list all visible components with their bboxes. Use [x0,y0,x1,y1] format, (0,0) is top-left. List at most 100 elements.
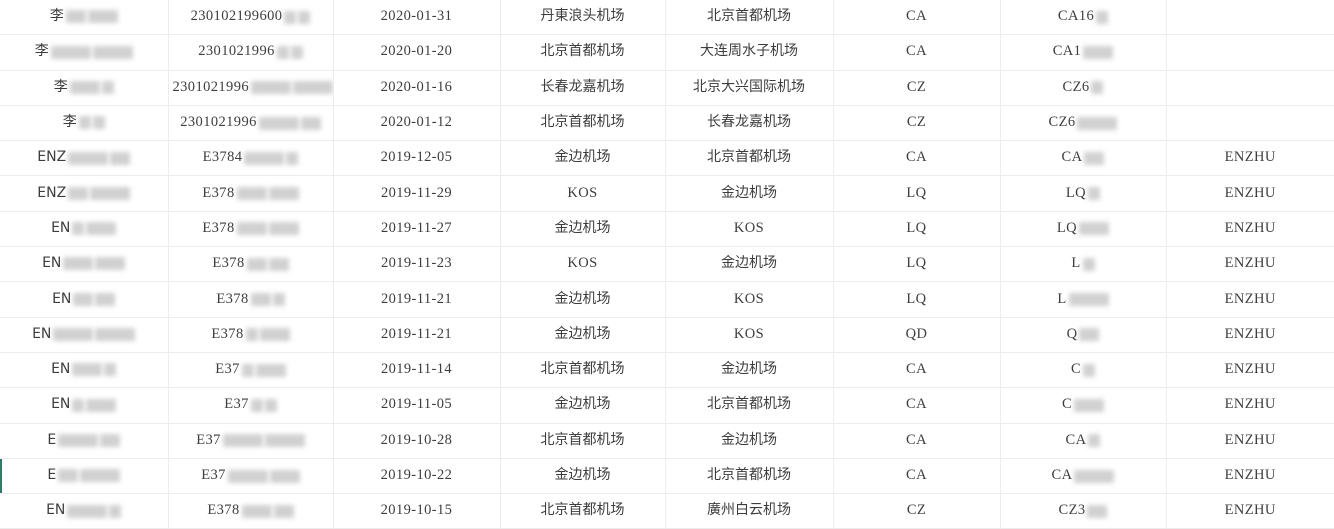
table-row[interactable]: E E37 2019-10-28 北京首都机场 金边机场 CA CA ENZHU [0,423,1334,459]
cell-to[interactable]: 北京大兴国际机场 [665,70,834,106]
table-row[interactable]: 李 230102199600 2020-01-31 丹東浪头机场 北京首都机场 CA CA1… [0,0,1334,36]
cell-name[interactable]: ENZ [0,140,169,177]
cell-source[interactable] [1166,105,1334,142]
cell-to[interactable]: 大连周水子机场 [665,34,834,71]
cell-from[interactable]: 北京首都机场 [500,423,666,459]
table-row[interactable]: 李 2301021996 2020-01-12 北京首都机场 长春龙嘉机场 CZ CZ6 [0,105,1334,142]
cell-from[interactable]: 金边机场 [500,458,666,495]
cell-id[interactable]: E37 [168,387,334,424]
table-row[interactable]: EN E378 2019-11-21 金边机场 KOS QD Q ENZHU [0,317,1334,353]
cell-source[interactable]: ENZHU [1166,317,1334,353]
cell-flight[interactable]: CZ3 [1000,493,1167,529]
cell-flight[interactable]: CA [1000,423,1167,459]
cell-date[interactable]: 2020-01-12 [333,105,501,142]
cell-flight[interactable]: L [1000,246,1167,283]
cell-airline[interactable]: CA [833,423,1001,459]
cell-to[interactable]: 金边机场 [665,352,834,389]
table-row[interactable]: 李 2301021996 2020-01-16 长春龙嘉机场 北京大兴国际机场 CZ CZ6 [0,70,1334,106]
cell-id[interactable]: E378 [168,246,334,283]
cell-date[interactable]: 2019-11-27 [333,211,501,248]
cell-id[interactable]: E378 [168,211,334,248]
cell-airline[interactable]: CA [833,34,1001,71]
cell-date[interactable]: 2020-01-16 [333,70,501,106]
cell-to[interactable]: KOS [665,317,834,353]
cell-airline[interactable]: CZ [833,493,1001,529]
cell-to[interactable]: 廣州白云机场 [665,493,834,529]
cell-date[interactable]: 2019-11-21 [333,317,501,353]
cell-date[interactable]: 2019-10-15 [333,493,501,529]
table-row[interactable]: EN E378 2019-11-21 金边机场 KOS LQ L ENZHU [0,281,1334,318]
cell-source[interactable]: ENZHU [1166,458,1334,495]
cell-from[interactable]: 长春龙嘉机场 [500,70,666,106]
cell-from[interactable]: 金边机场 [500,387,666,424]
cell-name[interactable]: E [0,458,169,495]
table-row[interactable]: ENZ E378 2019-11-29 KOS 金边机场 LQ LQ ENZHU [0,175,1334,212]
cell-airline[interactable]: LQ [833,211,1001,248]
cell-airline[interactable]: CA [833,140,1001,177]
cell-airline[interactable]: QD [833,317,1001,353]
cell-from[interactable]: 北京首都机场 [500,34,666,71]
cell-id[interactable]: 2301021996 [168,34,334,71]
cell-source[interactable]: ENZHU [1166,352,1334,389]
cell-to[interactable]: 北京首都机场 [665,387,834,424]
cell-id[interactable]: E37 [168,423,334,459]
cell-to[interactable]: 北京首都机场 [665,0,834,36]
cell-flight[interactable]: L [1000,281,1167,318]
table-row[interactable]: EN E378 2019-10-15 北京首都机场 廣州白云机场 CZ CZ3 ENZHU [0,493,1334,529]
cell-name[interactable]: 李 [0,0,169,36]
table-row[interactable]: EN E378 2019-11-23 KOS 金边机场 LQ L ENZHU [0,246,1334,283]
cell-source[interactable] [1166,34,1334,71]
cell-from[interactable]: KOS [500,246,666,283]
cell-airline[interactable]: LQ [833,281,1001,318]
cell-date[interactable]: 2019-11-05 [333,387,501,424]
cell-to[interactable]: 金边机场 [665,175,834,212]
cell-flight[interactable]: CA [1000,140,1167,177]
cell-date[interactable]: 2020-01-31 [333,0,501,36]
cell-id[interactable]: E37 [168,458,334,495]
cell-name[interactable]: 李 [0,105,169,142]
table-row[interactable]: EN E378 2019-11-27 金边机场 KOS LQ LQ ENZHU [0,211,1334,248]
table-row[interactable]: EN E37 2019-11-05 金边机场 北京首都机场 CA C ENZHU [0,387,1334,424]
cell-flight[interactable]: CA1 [1000,34,1167,71]
cell-name[interactable]: EN [0,493,169,529]
cell-to[interactable]: 金边机场 [665,246,834,283]
table-row[interactable]: 李 2301021996 2020-01-20 北京首都机场 大连周水子机场 CA CA1 [0,34,1334,71]
table-row[interactable]: ENZ E3784 2019-12-05 金边机场 北京首都机场 CA CA ENZHU [0,140,1334,177]
cell-from[interactable]: 金边机场 [500,140,666,177]
cell-date[interactable]: 2019-11-14 [333,352,501,389]
cell-from[interactable]: 金边机场 [500,211,666,248]
cell-source[interactable]: ENZHU [1166,211,1334,248]
cell-from[interactable]: 金边机场 [500,317,666,353]
cell-name[interactable]: EN [0,281,169,318]
cell-to[interactable]: 北京首都机场 [665,140,834,177]
cell-name[interactable]: 李 [0,34,169,71]
cell-flight[interactable]: Q [1000,317,1167,353]
cell-id[interactable]: E378 [168,317,334,353]
cell-airline[interactable]: CA [833,458,1001,495]
cell-flight[interactable]: CZ6 [1000,70,1167,106]
cell-name[interactable]: EN [0,352,169,389]
cell-source[interactable]: ENZHU [1166,493,1334,529]
cell-flight[interactable]: CA [1000,458,1167,495]
table-row[interactable]: EN E37 2019-11-14 北京首都机场 金边机场 CA C ENZHU [0,352,1334,389]
cell-flight[interactable]: CA16 [1000,0,1167,36]
cell-date[interactable]: 2019-11-29 [333,175,501,212]
cell-source[interactable]: ENZHU [1166,281,1334,318]
cell-flight[interactable]: C [1000,352,1167,389]
cell-name[interactable]: E [0,423,169,459]
cell-airline[interactable]: CA [833,352,1001,389]
cell-source[interactable] [1166,0,1334,36]
table-row[interactable]: E E37 2019-10-22 金边机场 北京首都机场 CA CA ENZHU [0,458,1334,495]
cell-id[interactable]: E378 [168,281,334,318]
cell-id[interactable]: 2301021996 [168,105,334,142]
cell-source[interactable]: ENZHU [1166,246,1334,283]
cell-date[interactable]: 2019-10-28 [333,423,501,459]
cell-airline[interactable]: CA [833,387,1001,424]
cell-airline[interactable]: LQ [833,175,1001,212]
cell-id[interactable]: 2301021996 [168,70,334,106]
cell-flight[interactable]: CZ6 [1000,105,1167,142]
cell-flight[interactable]: LQ [1000,175,1167,212]
cell-from[interactable]: 北京首都机场 [500,493,666,529]
cell-name[interactable]: EN [0,387,169,424]
cell-date[interactable]: 2019-11-21 [333,281,501,318]
